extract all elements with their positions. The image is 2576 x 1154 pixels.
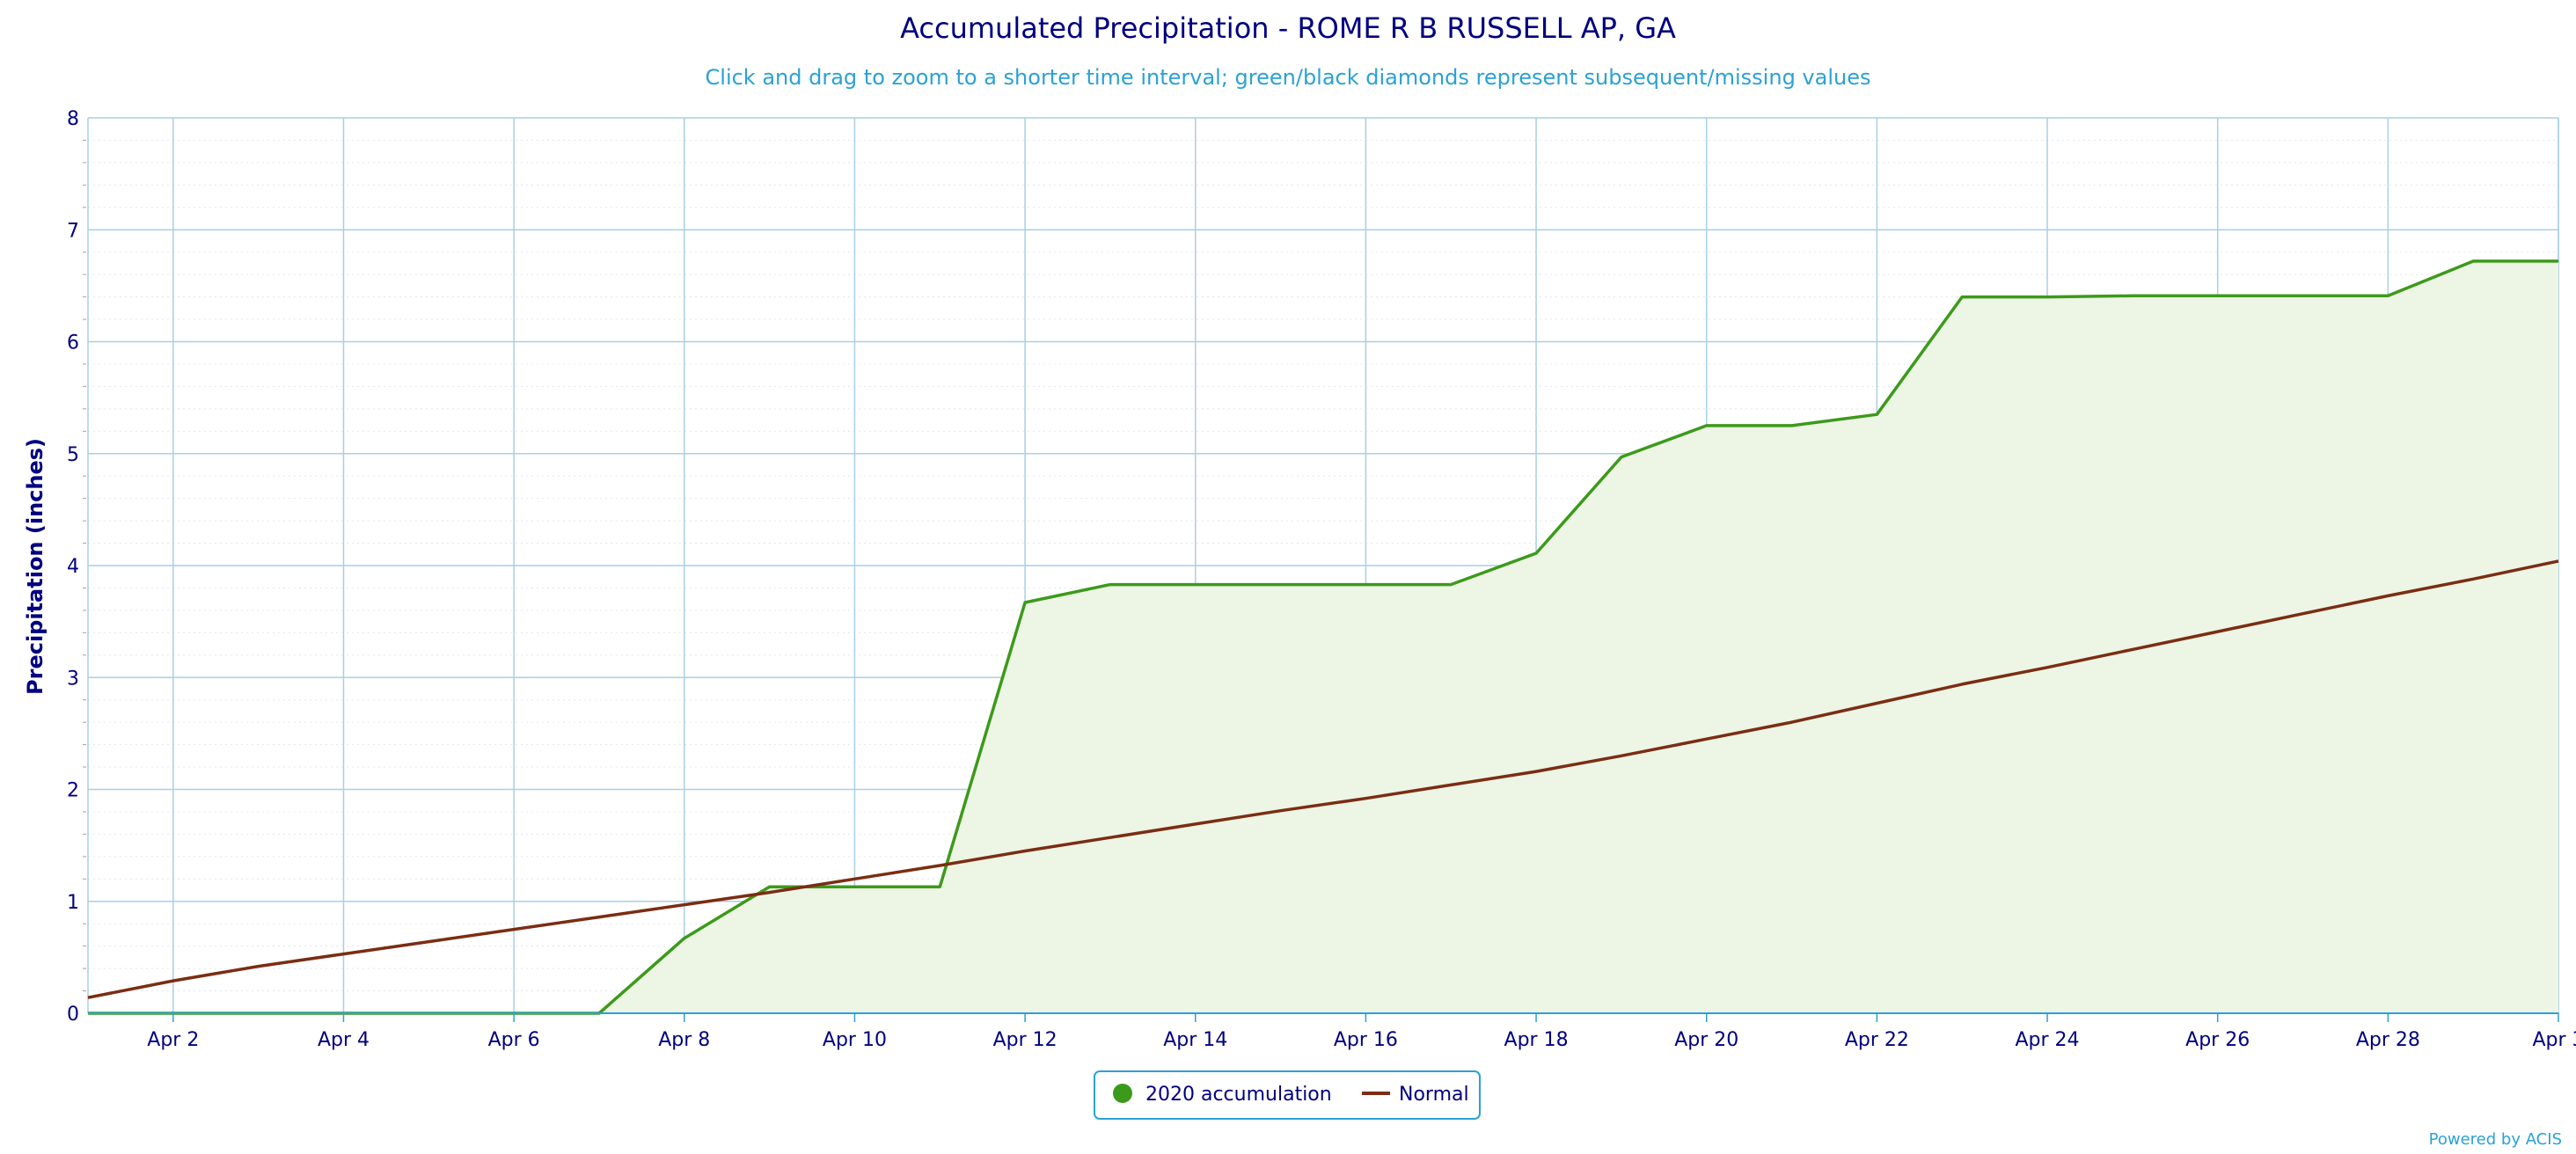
y-tick-label: 5: [67, 444, 79, 466]
x-axis: Apr 2 Apr 4 Apr 6 Apr 8 Apr 10 Apr 12 Apr 14 Ap…: [88, 1012, 2576, 1051]
y-axis-label: Precipitation (inches): [23, 438, 48, 695]
x-tick-label: Apr 20: [1674, 1029, 1738, 1051]
legend-label-2020-accumulation: 2020 accumulation: [1145, 1084, 1332, 1106]
y-tick-label: 3: [67, 668, 79, 690]
x-tick-label: Apr 6: [488, 1029, 540, 1051]
x-tick-label: Apr 12: [993, 1029, 1057, 1051]
y-tick-label: 7: [67, 220, 79, 242]
x-tick-label: Apr 24: [2016, 1029, 2080, 1051]
chart-subtitle: Click and drag to zoom to a shorter time…: [706, 65, 1871, 90]
x-tick-label: Apr 3: [2532, 1029, 2576, 1051]
x-tick-label: Apr 16: [1334, 1029, 1398, 1051]
y-tick-label: 1: [67, 892, 79, 914]
chart-title: Accumulated Precipitation - ROME R B RUS…: [900, 11, 1676, 45]
x-tick-label: Apr 18: [1504, 1029, 1569, 1051]
y-axis: 0 1 2 3 4 5 6 7 8: [67, 108, 79, 1026]
y-tick-label: 6: [67, 332, 79, 354]
x-tick-label: Apr 4: [318, 1029, 370, 1051]
y-tick-label: 2: [67, 780, 79, 802]
y-tick-label: 0: [67, 1004, 79, 1026]
x-tick-label: Apr 28: [2356, 1029, 2420, 1051]
series-line-normal: [87, 559, 2559, 999]
legend-label-normal: Normal: [1399, 1084, 1469, 1106]
legend-marker-2020-accumulation: [1113, 1084, 1132, 1103]
x-tick-label: Apr 14: [1163, 1029, 1227, 1051]
legend-box: [1094, 1070, 1481, 1120]
legend-item-2020-accumulation[interactable]: 2020 accumulation: [1113, 1084, 1332, 1106]
legend[interactable]: 2020 accumulation Normal: [1094, 1070, 1481, 1120]
x-tick-label: Apr 22: [1845, 1029, 1909, 1051]
credit-link[interactable]: Powered by ACIS: [2429, 1130, 2562, 1149]
x-tick-label: Apr 8: [658, 1029, 710, 1051]
x-tick-label: Apr 26: [2185, 1029, 2250, 1051]
y-tick-label: 8: [67, 108, 79, 130]
plot-area: [88, 260, 2558, 1013]
legend-item-normal[interactable]: Normal: [1362, 1084, 1469, 1106]
x-tick-label: Apr 2: [147, 1029, 199, 1051]
y-tick-label: 4: [67, 556, 79, 578]
x-tick-label: Apr 10: [823, 1029, 887, 1051]
series-area-2020-accumulation: [88, 260, 2558, 1013]
